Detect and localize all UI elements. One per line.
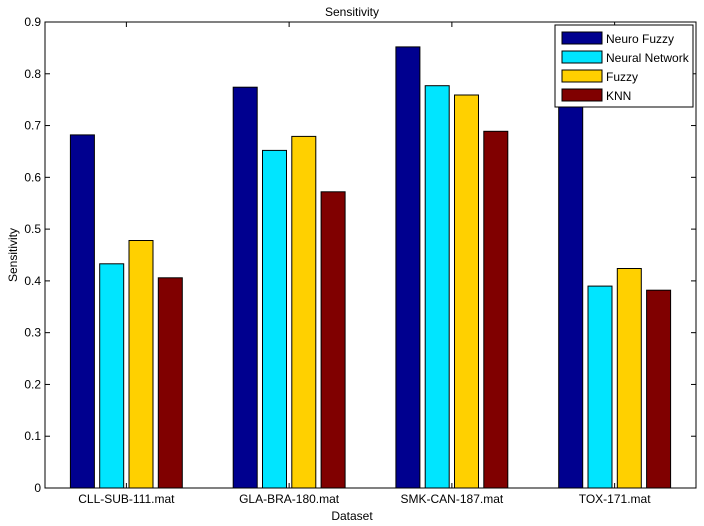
bar-neuro-fuzzy-1 <box>232 86 258 489</box>
x-tick-label: TOX-171.mat <box>579 492 651 506</box>
x-tick-label: CLL-SUB-111.mat <box>78 492 175 506</box>
x-axis: CLL-SUB-111.mat GLA-BRA-180.mat SMK-CAN-18… <box>78 22 651 506</box>
bar-neuro-fuzzy-0 <box>69 134 95 489</box>
x-tick-label: SMK-CAN-187.mat <box>401 492 504 506</box>
x-tick-label: GLA-BRA-180.mat <box>239 492 340 506</box>
y-axis-label: Sensitivity <box>6 228 20 282</box>
bar-neural-network-1 <box>262 149 287 489</box>
y-tick-label: 0.4 <box>24 274 41 288</box>
bar-knn-0 <box>157 277 183 489</box>
x-axis-label: Dataset <box>331 509 373 523</box>
bar-neural-network-0 <box>99 263 125 489</box>
bar-neural-network-2 <box>424 85 450 489</box>
y-tick-label: 0.5 <box>24 222 41 236</box>
y-axis: 0 0.1 0.2 0.3 0.4 0.5 0.6 0.7 0.8 0.9 <box>24 15 696 495</box>
bar-knn-1 <box>320 191 346 489</box>
bar-neuro-fuzzy-3 <box>558 96 584 489</box>
legend-swatch <box>561 31 603 45</box>
bar-neural-network-3 <box>587 285 613 489</box>
y-tick-label: 0 <box>34 481 41 495</box>
y-tick-label: 0.6 <box>24 170 41 184</box>
y-tick-label: 0.1 <box>24 429 41 443</box>
bar-fuzzy-2 <box>454 94 479 489</box>
legend-label: Neuro Fuzzy <box>606 32 674 46</box>
y-tick-label: 0.8 <box>24 67 41 81</box>
bar-knn-2 <box>483 130 509 489</box>
legend-label: Neural Network <box>606 51 690 65</box>
y-tick-label: 0.3 <box>24 326 41 340</box>
y-tick-label: 0.7 <box>24 119 41 133</box>
bar-fuzzy-3 <box>616 268 642 489</box>
bar-fuzzy-1 <box>291 135 317 489</box>
legend-swatch <box>561 69 603 83</box>
legend-swatch <box>561 88 603 102</box>
legend-label: KNN <box>606 89 631 103</box>
y-tick-label: 0.2 <box>24 377 41 391</box>
bar-knn-3 <box>646 289 672 489</box>
bars-group <box>69 46 672 489</box>
legend-label: Fuzzy <box>606 70 638 84</box>
chart-title: Sensitivity <box>325 5 379 19</box>
legend: Neuro Fuzzy Neural Network Fuzzy KNN <box>554 24 694 108</box>
bar-fuzzy-0 <box>128 240 154 489</box>
bar-neuro-fuzzy-2 <box>395 46 421 489</box>
y-tick-label: 0.9 <box>24 15 41 29</box>
legend-swatch <box>561 50 603 64</box>
